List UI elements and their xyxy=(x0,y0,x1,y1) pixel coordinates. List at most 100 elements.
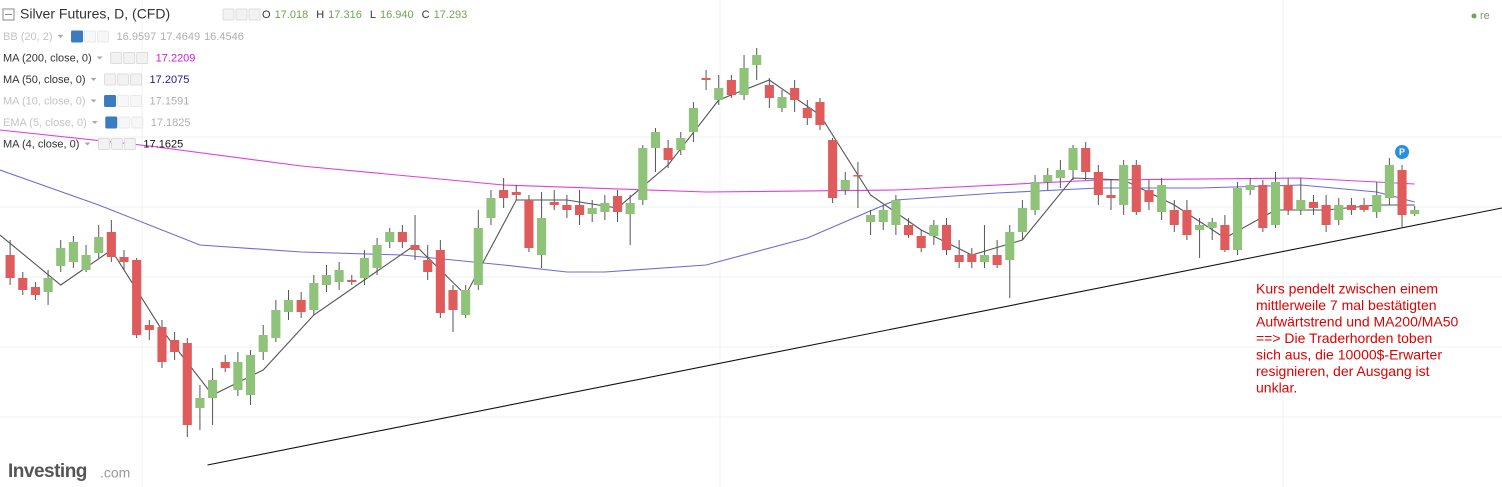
candle-body xyxy=(929,225,939,236)
candle-body xyxy=(739,68,749,95)
indicator-button[interactable] xyxy=(110,138,123,150)
candle-body xyxy=(68,242,78,262)
candle-body xyxy=(106,232,116,257)
indicator-dropdown[interactable] xyxy=(96,56,103,60)
indicator-value: 17.1825 xyxy=(151,117,191,129)
candle-body xyxy=(1384,165,1394,198)
indicator-value: 17.1591 xyxy=(150,95,190,107)
indicator-label: MA (200, close, 0) xyxy=(3,52,92,64)
candle-body xyxy=(979,255,990,262)
indicator-button[interactable] xyxy=(97,30,110,43)
candle-body xyxy=(132,260,142,335)
marker-label: P xyxy=(1399,147,1405,157)
indicator-button[interactable] xyxy=(97,138,110,150)
candle-body xyxy=(461,290,471,315)
indicator-label: MA (4, close, 0) xyxy=(3,138,79,150)
indicator-value: 16.4546 xyxy=(204,31,244,43)
candle-body xyxy=(1296,200,1306,210)
indicator-dropdown[interactable] xyxy=(57,35,64,38)
candle-body xyxy=(866,215,876,222)
indicator-button[interactable] xyxy=(222,8,235,21)
candle-body xyxy=(321,275,332,285)
candle-body xyxy=(423,260,433,272)
candle-body xyxy=(1182,210,1192,235)
candle-body xyxy=(157,327,167,362)
indicator-button[interactable] xyxy=(84,30,97,43)
indicator-dropdown[interactable] xyxy=(90,78,97,81)
indicator-label: MA (50, close, 0) xyxy=(3,74,86,86)
candle-body xyxy=(5,255,15,278)
ohlc-value: 17.293 xyxy=(434,9,468,21)
collapse-icon[interactable] xyxy=(2,8,15,21)
indicator-dropdown[interactable] xyxy=(84,142,91,146)
candle-body xyxy=(1220,225,1230,250)
indicator-button[interactable] xyxy=(123,52,136,64)
candle-body xyxy=(1017,208,1027,232)
annotation-line: unklar. xyxy=(1256,380,1297,396)
indicator-button[interactable] xyxy=(123,138,136,150)
candle-body xyxy=(1068,148,1078,170)
candle-body xyxy=(119,257,129,262)
plot: P xyxy=(0,48,1502,466)
indicator-button[interactable] xyxy=(105,116,118,129)
status-dot xyxy=(1471,13,1477,19)
candle-body xyxy=(688,108,698,132)
candle-body xyxy=(1245,185,1255,190)
candle-body xyxy=(220,362,230,368)
indicator-button[interactable] xyxy=(131,116,144,129)
candle-body xyxy=(891,200,901,225)
watermark-suffix: .com xyxy=(100,465,130,481)
indicator-button[interactable] xyxy=(235,8,248,21)
legend: Silver Futures, D, (CFD) O 17.018 H 17.316 L… xyxy=(2,6,468,150)
indicator-button[interactable] xyxy=(104,73,117,86)
candle-body xyxy=(1410,210,1420,214)
candle-body xyxy=(752,55,762,65)
candle-body xyxy=(701,78,711,80)
indicator-button[interactable] xyxy=(130,73,143,86)
indicator-label: BB (20, 2) xyxy=(3,31,53,43)
candle-body xyxy=(1195,225,1205,230)
candle-body xyxy=(853,175,863,177)
indicator-button[interactable] xyxy=(136,52,149,64)
candle-body xyxy=(81,255,91,270)
candle-body xyxy=(296,300,306,312)
indicator-dropdown[interactable] xyxy=(91,121,98,124)
indicator-button[interactable] xyxy=(118,116,131,129)
indicator-value: 17.2209 xyxy=(156,52,196,64)
candle-body xyxy=(1308,202,1319,208)
chart-title: Silver Futures, D, (CFD) xyxy=(20,6,170,22)
indicator-button[interactable] xyxy=(248,8,261,21)
indicator-button[interactable] xyxy=(130,95,143,107)
candle-body xyxy=(486,198,496,218)
candle-body xyxy=(638,148,648,200)
candle-body xyxy=(473,228,483,285)
marker-badge[interactable] xyxy=(1395,145,1410,159)
candle-body xyxy=(1081,148,1091,172)
overlay-line xyxy=(0,169,1415,273)
indicator-button[interactable] xyxy=(110,52,123,64)
candle-body xyxy=(144,325,154,330)
indicator-dropdown[interactable] xyxy=(90,99,97,103)
candle-body xyxy=(663,148,673,160)
candle-body xyxy=(574,205,585,215)
candle-body xyxy=(790,88,800,100)
candle-body xyxy=(448,290,458,310)
candle-body xyxy=(258,335,268,352)
candle-body xyxy=(1005,232,1015,260)
candle-body xyxy=(1372,195,1382,212)
candle-body xyxy=(410,245,420,250)
indicator-button[interactable] xyxy=(71,30,84,43)
candle-body xyxy=(549,202,559,205)
candle-body xyxy=(1359,205,1369,210)
candle-body xyxy=(170,340,180,352)
candle-body xyxy=(435,250,445,313)
indicator-button[interactable] xyxy=(104,95,117,107)
indicator-button[interactable] xyxy=(117,95,130,107)
indicator-button[interactable] xyxy=(117,73,130,86)
candle-body xyxy=(56,248,66,266)
overlay-line xyxy=(0,129,1415,193)
annotation-line: ==> Die Traderhorden toben xyxy=(1256,330,1432,346)
candle-body xyxy=(828,140,838,198)
candle-body xyxy=(878,210,888,222)
